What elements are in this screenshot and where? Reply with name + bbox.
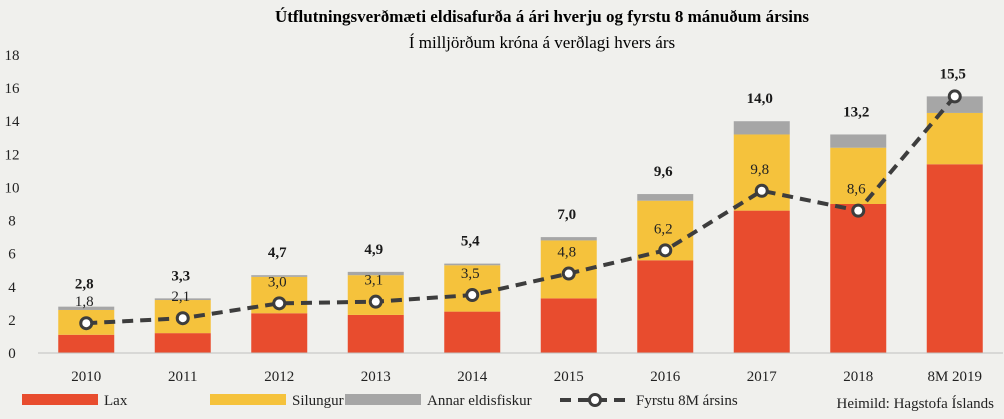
x-tick-label: 2013 (361, 369, 391, 385)
y-tick-label: 10 (5, 180, 20, 196)
bar-lax (926, 164, 983, 353)
line-point (272, 296, 287, 311)
y-axis: 0 2 4 6 8 10 12 14 16 18 (5, 48, 21, 362)
line-value-label: 4,8 (557, 245, 576, 261)
total-label: 3,3 (171, 268, 190, 284)
y-tick-label: 8 (8, 214, 16, 230)
line-point (851, 203, 866, 218)
chart-title: Útflutningsverðmæti eldisafurða á ári hv… (275, 7, 809, 26)
line-value-label: 3,1 (364, 273, 383, 289)
line-fyrstu-8m (86, 95, 957, 326)
total-label: 15,5 (940, 66, 966, 82)
bar-annar-eldisfiskur (733, 121, 790, 135)
bar-silungur (926, 112, 983, 165)
line-point (79, 316, 94, 331)
line-point (947, 89, 962, 104)
legend-swatch (210, 394, 286, 405)
x-tick-label: 2017 (747, 369, 778, 385)
bar-annar-eldisfiskur (637, 194, 694, 201)
total-label: 5,4 (461, 234, 480, 250)
line-point (465, 288, 480, 303)
y-tick-label: 2 (8, 313, 16, 329)
bar-annar-eldisfiskur (830, 134, 887, 148)
total-label: 9,6 (654, 164, 673, 180)
x-tick-label: 2016 (650, 369, 681, 385)
bar-silungur (830, 147, 887, 204)
total-label: 4,9 (364, 242, 383, 258)
line-point (658, 243, 673, 258)
bar-annar-eldisfiskur (154, 298, 211, 301)
legend: Lax Silungur Annar eldisfiskur Fyrstu 8M ár… (22, 393, 738, 409)
total-label: 7,0 (557, 207, 576, 223)
line-value-label: 2,1 (171, 289, 190, 305)
bar-lax (444, 311, 501, 353)
bar-lax (637, 260, 694, 353)
legend-line-marker (588, 393, 602, 407)
y-tick-label: 12 (5, 147, 20, 163)
x-tick-label: 2015 (554, 369, 584, 385)
bar-lax (540, 298, 597, 353)
bar-lax (347, 314, 404, 353)
legend-label: Fyrstu 8M ársins (636, 393, 738, 409)
legend-swatch (22, 394, 98, 405)
line-point (754, 183, 769, 198)
x-tick-label: 2012 (264, 369, 294, 385)
x-axis: 2010 2011 2012 2013 2014 2015 2016 2017 2018 8M 2… (38, 352, 1003, 385)
bar-lax (58, 334, 115, 353)
total-label: 13,2 (843, 104, 869, 120)
y-tick-label: 18 (5, 48, 20, 64)
total-label: 4,7 (268, 245, 287, 261)
x-tick-label: 8M 2019 (927, 369, 982, 385)
bar-annar-eldisfiskur (444, 263, 501, 266)
x-tick-label: 2014 (457, 369, 488, 385)
bar-lax (830, 204, 887, 353)
bars (58, 96, 983, 353)
legend-label: Silungur (292, 393, 344, 409)
bar-annar-eldisfiskur (251, 275, 308, 277)
x-tick-label: 2010 (71, 369, 101, 385)
total-label: 2,8 (75, 277, 94, 293)
line-value-label: 3,0 (268, 274, 287, 290)
legend-swatch (345, 394, 421, 405)
line-value-label: 8,6 (847, 182, 866, 198)
bar-lax (733, 210, 790, 353)
legend-label: Lax (104, 393, 128, 409)
legend-label: Annar eldisfiskur (427, 393, 532, 409)
y-tick-label: 0 (8, 346, 16, 362)
bar-annar-eldisfiskur (540, 237, 597, 241)
x-tick-label: 2018 (843, 369, 873, 385)
bar-annar-eldisfiskur (58, 306, 115, 310)
bar-annar-eldisfiskur (347, 271, 404, 276)
line-point (561, 266, 576, 281)
y-tick-label: 4 (8, 280, 16, 296)
line-value-label: 3,5 (461, 266, 480, 282)
bar-annar-eldisfiskur (926, 96, 983, 113)
line-series (79, 89, 962, 331)
x-tick-label: 2011 (168, 369, 197, 385)
line-point (368, 294, 383, 309)
bar-lax (251, 313, 308, 353)
y-tick-label: 16 (5, 81, 21, 97)
line-value-label: 1,8 (75, 294, 94, 310)
bar-lax (154, 333, 211, 353)
line-point (175, 311, 190, 326)
total-label: 14,0 (747, 91, 773, 107)
data-labels: 2,81,8 3,3 2,1 4,7 3,0 4,9 3,1 5,4 3,5 7,0 4,8 9,6 6… (75, 66, 966, 310)
chart-subtitle: Í milljörðum króna á verðlagi hvers árs (409, 33, 675, 52)
y-tick-label: 6 (8, 247, 16, 263)
y-tick-label: 14 (5, 114, 21, 130)
line-value-label: 9,8 (750, 162, 769, 178)
source-note: Heimild: Hagstofa Íslands (837, 395, 995, 412)
bar-silungur (733, 134, 790, 211)
line-value-label: 6,2 (654, 221, 673, 237)
